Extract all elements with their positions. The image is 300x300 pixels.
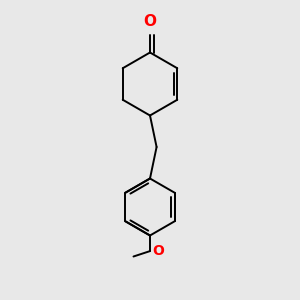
Text: O: O (143, 14, 157, 29)
Text: O: O (152, 244, 164, 258)
